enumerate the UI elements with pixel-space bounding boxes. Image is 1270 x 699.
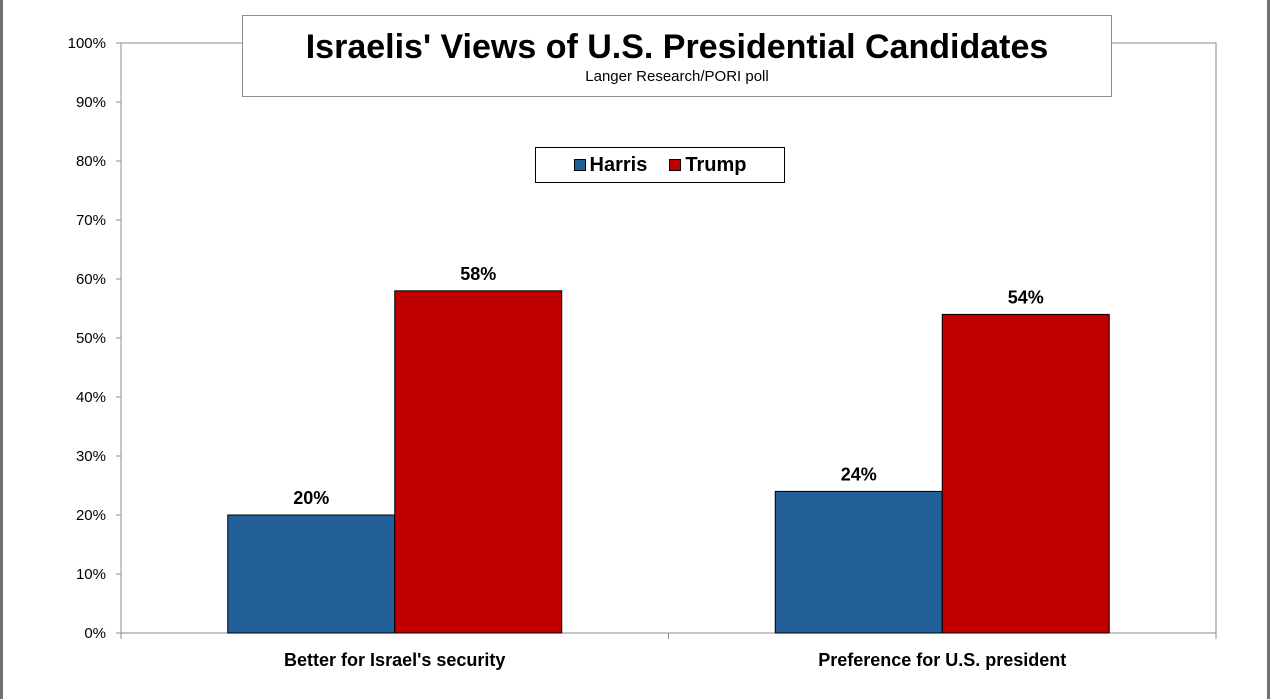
bar-trump (941, 313, 1110, 634)
y-tick-label: 80% (76, 153, 106, 170)
legend-label-trump: Trump (685, 153, 747, 176)
chart-title-box: Israelis' Views of U.S. Presidential Can… (242, 15, 1112, 97)
data-label: 24% (841, 464, 877, 484)
y-tick-label: 60% (76, 271, 106, 288)
y-tick-label: 90% (76, 94, 106, 111)
chart-title: Israelis' Views of U.S. Presidential Can… (305, 28, 1049, 66)
y-tick-label: 100% (68, 35, 106, 52)
y-tick-label: 40% (76, 389, 106, 406)
x-category-label: Preference for U.S. president (818, 650, 1066, 670)
chart-subtitle: Langer Research/PORI poll (585, 68, 769, 85)
y-tick-label: 70% (76, 212, 106, 229)
y-tick-label: 50% (76, 330, 106, 347)
data-label: 20% (293, 488, 329, 508)
legend-swatch-harris (573, 159, 586, 171)
data-label: 54% (1008, 287, 1044, 307)
y-tick-label: 30% (76, 448, 106, 465)
data-label: 58% (460, 264, 496, 284)
bar-trump (394, 290, 563, 634)
legend-swatch-trump (669, 159, 682, 171)
legend-label-harris: Harris (589, 153, 648, 176)
window-frame-left (0, 0, 3, 699)
legend-item-harris: Harris (573, 153, 648, 177)
chart-legend: Harris Trump (535, 147, 785, 183)
window-frame-right (1267, 0, 1270, 699)
y-tick-label: 10% (76, 566, 106, 583)
legend-item-trump: Trump (669, 154, 746, 177)
y-tick-label: 0% (84, 625, 106, 642)
y-tick-label: 20% (76, 507, 106, 524)
x-category-label: Better for Israel's security (284, 650, 505, 670)
bar-harris (227, 514, 396, 634)
bar-harris (774, 490, 943, 634)
